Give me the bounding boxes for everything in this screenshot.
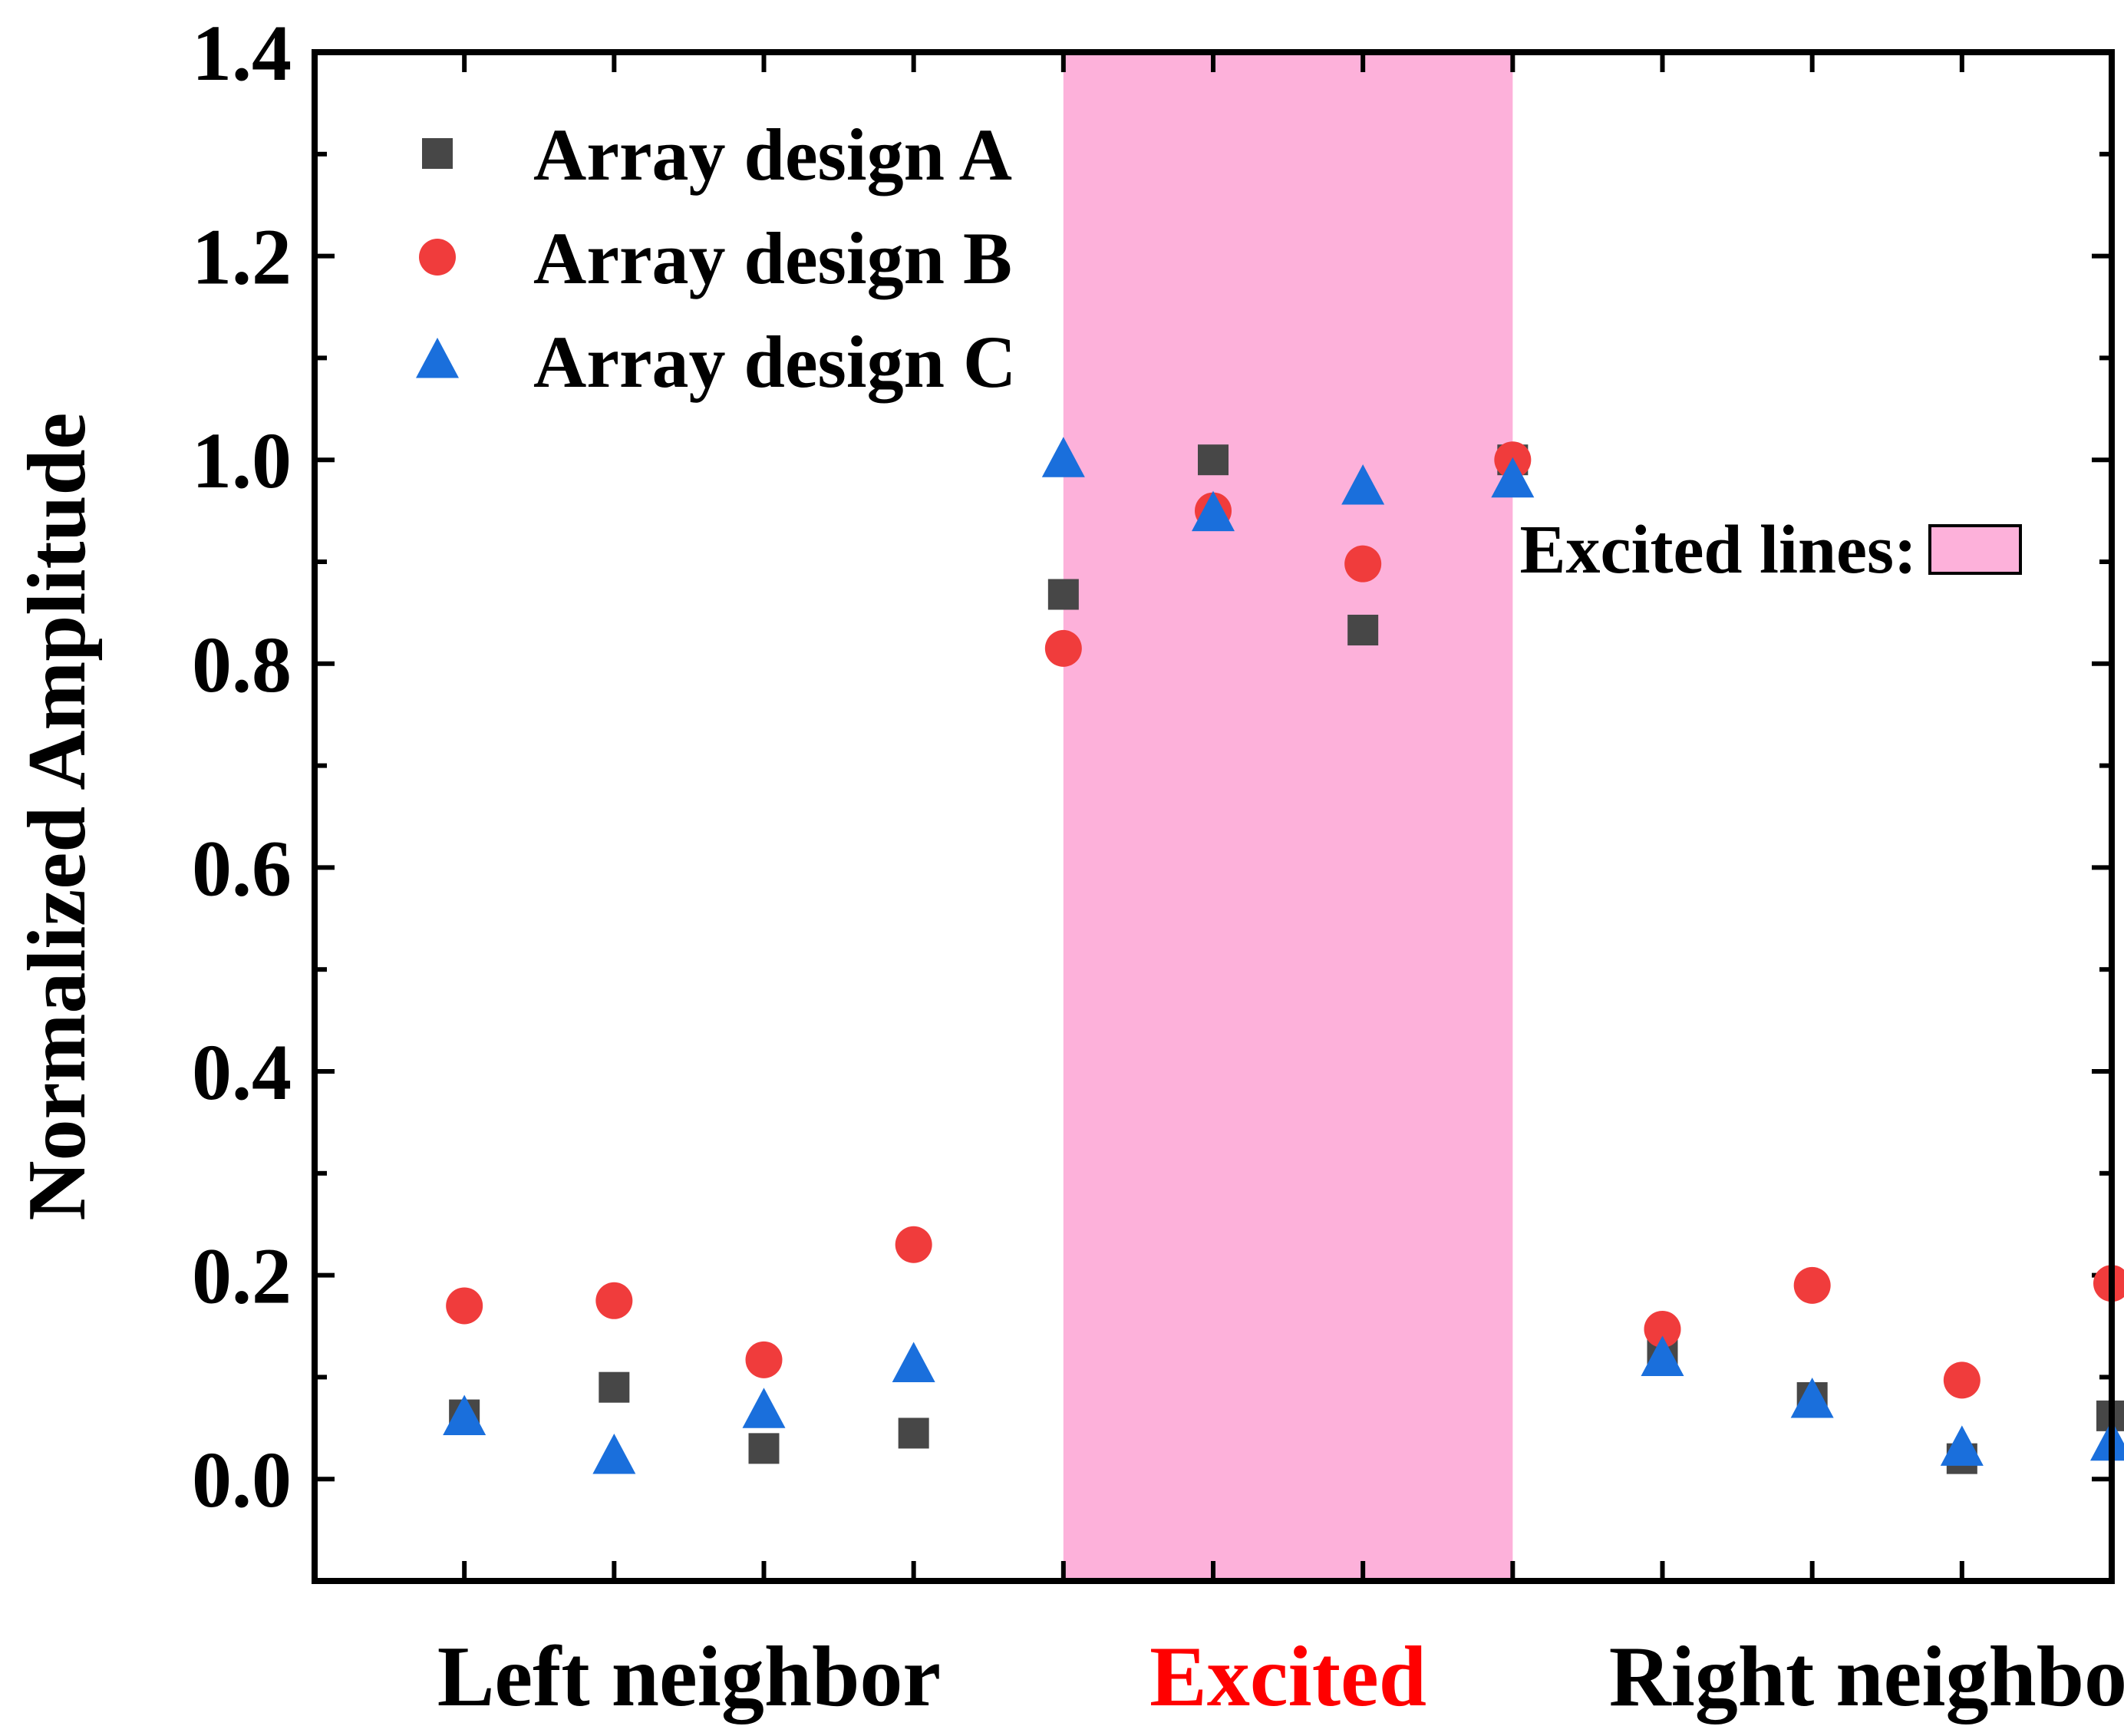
y-tick-label: 0.2 <box>192 1233 292 1321</box>
data-point-circle <box>1943 1361 1981 1399</box>
data-point-triangle <box>892 1342 935 1382</box>
data-point-circle <box>446 1287 483 1325</box>
data-point-circle <box>595 1282 633 1319</box>
y-tick-label: 1.4 <box>192 9 292 97</box>
excited-lines-label: Excited lines: <box>1520 512 1917 588</box>
points-layer <box>443 437 2124 1474</box>
group-label: Left neighbor <box>437 1629 941 1724</box>
group-labels: Left neighbor Excited Right neighbor <box>437 1629 2124 1724</box>
y-tick-label: 1.0 <box>192 417 292 505</box>
data-point-triangle <box>1192 490 1235 532</box>
legend-marker-triangle <box>416 338 459 378</box>
legend-label: Array design A <box>533 114 1012 196</box>
data-point-circle <box>895 1226 932 1263</box>
data-point-triangle <box>2090 1420 2124 1461</box>
y-tick-label: 0.8 <box>192 621 292 709</box>
data-point-triangle <box>1790 1377 1834 1418</box>
y-tick-label: 0.0 <box>192 1436 292 1524</box>
y-tick-label: 1.2 <box>192 213 292 302</box>
data-point-triangle <box>443 1394 486 1436</box>
excited-lines-legend: Excited lines: <box>1520 512 2022 588</box>
excited-lines-swatch <box>1928 524 2022 575</box>
data-point-circle <box>745 1341 783 1378</box>
data-point-triangle <box>1341 464 1385 505</box>
data-point-circle <box>1344 545 1382 583</box>
data-point-square <box>1198 444 1229 476</box>
data-point-square <box>1047 579 1079 610</box>
data-point-circle <box>1793 1266 1831 1304</box>
plot-frame <box>312 49 2115 1584</box>
data-point-triangle <box>742 1388 786 1428</box>
y-tick-labels: 0.0 0.2 0.4 0.6 0.8 1.0 1.2 1.4 <box>192 9 292 1524</box>
data-point-triangle <box>1940 1425 1984 1466</box>
data-point-square <box>1347 614 1379 645</box>
data-point-circle <box>1044 629 1082 667</box>
data-point-triangle <box>1641 1335 1684 1376</box>
legend-label: Array design C <box>533 321 1016 403</box>
data-point-square <box>898 1418 929 1449</box>
y-tick-label: 0.6 <box>192 824 292 913</box>
data-point-triangle <box>1041 437 1085 477</box>
legend-marker-circle <box>419 239 456 276</box>
group-label: Right neighbor <box>1609 1629 2124 1724</box>
band-layer <box>1063 52 1513 1581</box>
excited-band <box>1063 52 1513 1581</box>
y-tick-label: 0.4 <box>192 1028 292 1117</box>
legend-marker-square <box>422 138 453 169</box>
data-point-square <box>748 1433 780 1464</box>
legend: Array design A Array design B Array design… <box>416 114 1016 403</box>
data-point-triangle <box>1491 457 1535 498</box>
legend-label: Array design B <box>533 217 1012 299</box>
data-point-square <box>599 1371 630 1403</box>
group-label: Excited <box>1149 1629 1426 1724</box>
data-point-triangle <box>592 1433 636 1474</box>
y-axis-label: Normalized Amplitude <box>12 413 103 1221</box>
data-point-circle <box>1644 1310 1681 1348</box>
